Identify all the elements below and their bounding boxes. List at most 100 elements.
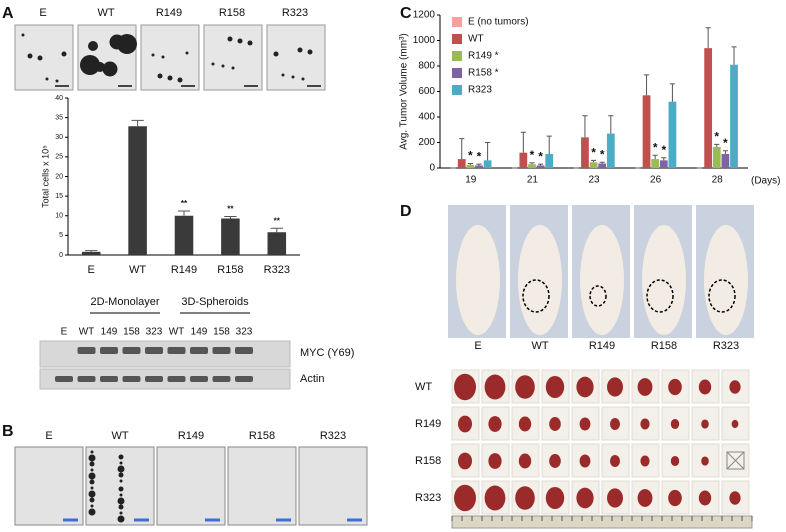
tumor-outline — [708, 279, 736, 313]
tumor — [484, 374, 506, 400]
tumor-tile — [481, 443, 510, 478]
colony — [221, 64, 225, 68]
bar — [668, 101, 677, 168]
image-label: WT — [111, 430, 128, 442]
error-bar — [643, 74, 650, 96]
x-tick-label: 19 — [465, 175, 477, 186]
tumor — [637, 489, 653, 507]
error-bar — [131, 119, 144, 127]
micrograph — [156, 446, 226, 526]
x-tick-label: WT — [129, 264, 146, 276]
band — [167, 376, 186, 382]
significance: * — [653, 140, 658, 154]
legend-label: WT — [468, 34, 484, 45]
tumor — [515, 486, 535, 510]
colony — [90, 504, 94, 508]
image-label: R149 — [156, 7, 182, 19]
error-bar — [485, 142, 491, 161]
image-label: R323 — [320, 430, 346, 442]
tumor — [579, 417, 591, 431]
y-tick-label: 1200 — [413, 10, 436, 21]
x-tick-label: 26 — [650, 175, 662, 186]
bar — [659, 160, 668, 168]
colony — [231, 66, 235, 70]
colony — [151, 53, 155, 57]
error-bar — [731, 46, 737, 65]
mouse — [456, 225, 500, 335]
colony — [89, 479, 95, 485]
bar — [606, 133, 615, 168]
mouse-label: E — [474, 340, 481, 352]
band — [122, 376, 141, 382]
legend-label: E (no tumors) — [468, 17, 529, 28]
colony — [21, 33, 25, 37]
blot-group: 2D-Monolayer — [90, 296, 159, 308]
tumor — [668, 489, 682, 507]
tumor-tile — [571, 480, 600, 515]
y-tick-label: 25 — [55, 154, 63, 161]
band — [190, 347, 208, 354]
tumor — [698, 490, 712, 506]
y-tick-label: 600 — [418, 86, 435, 97]
lane-label: 158 — [213, 327, 230, 338]
tumor-tile — [721, 369, 750, 404]
bar — [483, 160, 492, 168]
colony — [157, 73, 163, 79]
band — [55, 376, 73, 382]
bar — [598, 163, 607, 168]
tumor-tile — [451, 443, 480, 478]
tumor — [515, 375, 535, 399]
colony — [273, 51, 279, 57]
legend-label: R323 — [468, 85, 492, 96]
colony — [119, 461, 123, 465]
tumor — [607, 488, 623, 508]
y-tick-label: 40 — [55, 95, 63, 102]
error-bar — [590, 159, 597, 163]
tumor — [518, 453, 532, 469]
colony — [119, 511, 123, 515]
significance: * — [723, 136, 728, 150]
blot-strip — [39, 340, 291, 368]
colony — [102, 61, 118, 77]
image-label: R158 — [249, 430, 275, 442]
tumor — [454, 373, 476, 401]
colony — [119, 479, 123, 483]
error-bar — [538, 163, 544, 166]
tumor — [488, 453, 502, 469]
colony — [119, 493, 123, 497]
error-bar — [652, 154, 658, 160]
y-tick-label: 15 — [55, 193, 63, 200]
colony — [27, 53, 33, 59]
colony — [88, 472, 96, 480]
bar — [519, 152, 528, 168]
blot-strip — [39, 368, 291, 390]
tumor — [640, 418, 650, 430]
band — [235, 347, 253, 354]
tumor — [701, 419, 709, 429]
significance: * — [661, 143, 666, 157]
significance: * — [538, 149, 543, 163]
band — [212, 347, 231, 354]
tumor-tile — [691, 406, 720, 441]
y-tick-label: 800 — [418, 61, 435, 72]
tumor — [668, 378, 682, 396]
bar — [581, 137, 589, 168]
colony — [55, 79, 59, 83]
tumor — [549, 417, 561, 431]
bar — [545, 153, 554, 168]
tumor — [701, 456, 709, 466]
tumor — [545, 486, 565, 510]
x-tick-label: E — [88, 264, 95, 276]
error-bar — [608, 115, 614, 134]
panel-label: D — [400, 203, 412, 220]
x-axis-label: (Days) — [751, 176, 780, 187]
error-bar — [520, 131, 526, 153]
colony — [247, 40, 253, 46]
significance: * — [600, 147, 605, 161]
tumor — [576, 376, 594, 398]
lane-label: 323 — [236, 327, 253, 338]
colony — [177, 77, 183, 83]
legend-swatch — [452, 68, 462, 78]
colony — [45, 77, 49, 81]
